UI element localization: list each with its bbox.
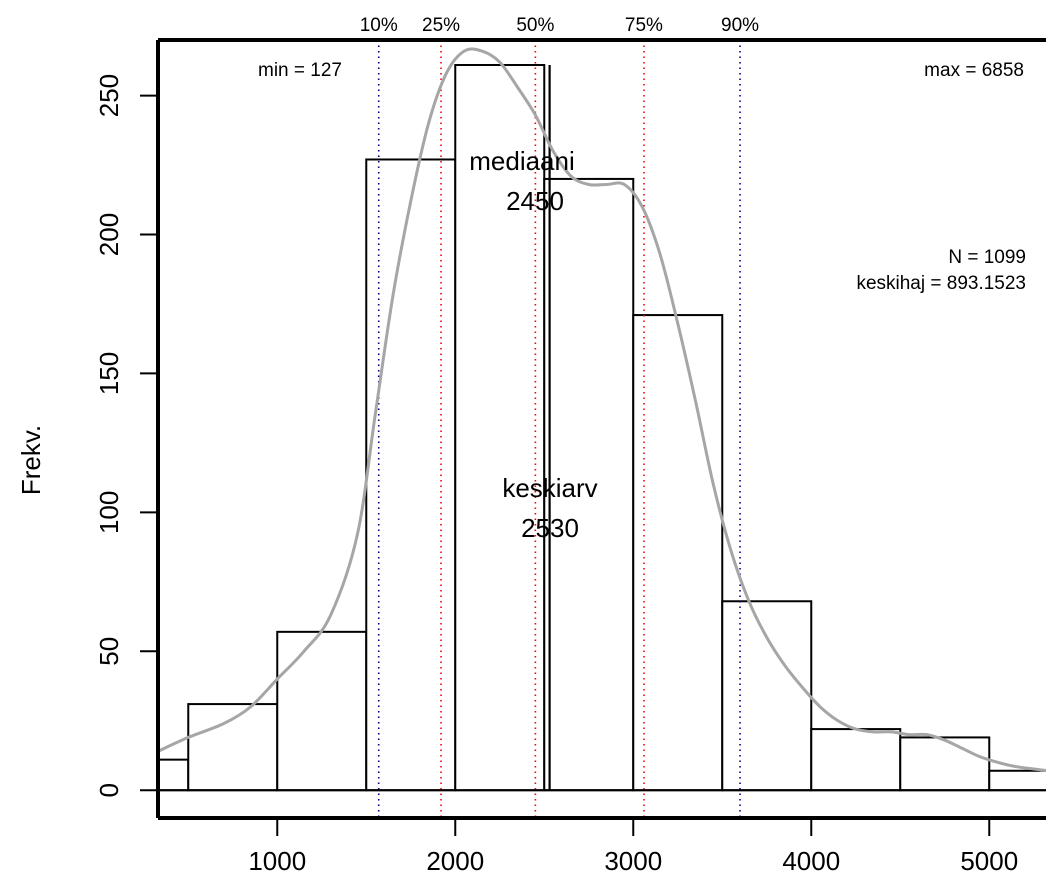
quantile-label-50pct: 50% <box>516 15 554 36</box>
sd-annotation: keskihaj = 893.1523 <box>856 273 1026 294</box>
y-tick-label-0: 0 <box>94 783 124 797</box>
y-axis-label: Frekv. <box>16 425 46 495</box>
density-curve <box>157 47 1046 773</box>
y-tick-label-150: 150 <box>94 352 124 395</box>
quantile-label-10pct: 10% <box>360 15 398 36</box>
y-tick-label-250: 250 <box>94 74 124 117</box>
quantile-label-90pct: 90% <box>721 15 759 36</box>
histogram-bar-1 <box>187 703 279 792</box>
quantile-label-25pct: 25% <box>422 15 460 36</box>
median-value: 2450 <box>506 186 564 216</box>
x-tick-label-5000: 5000 <box>960 846 1018 876</box>
histogram-bar-4 <box>454 64 546 792</box>
n-annotation: N = 1099 <box>948 247 1026 268</box>
y-tick-label-100: 100 <box>94 491 124 534</box>
y-tick-label-50: 50 <box>94 637 124 666</box>
quantile-labels: 10% 25% 50% 75% 90% <box>360 15 759 36</box>
histogram-bar-9 <box>899 736 991 792</box>
mean-value: 2530 <box>521 513 579 543</box>
y-tick-label-200: 200 <box>94 213 124 256</box>
median-label: mediaani <box>469 146 575 176</box>
min-annotation: min = 127 <box>258 60 342 81</box>
histogram-bar-2 <box>276 630 368 792</box>
histogram-bars <box>157 64 1046 792</box>
histogram-bar-3 <box>365 158 457 792</box>
x-tick-label-1000: 1000 <box>248 846 306 876</box>
max-annotation: max = 6858 <box>924 60 1024 81</box>
histogram-bar-8 <box>810 728 902 792</box>
histogram-bar-5 <box>543 177 635 792</box>
mean-label: keskiarv <box>502 473 597 503</box>
x-tick-label-3000: 3000 <box>604 846 662 876</box>
quantile-label-75pct: 75% <box>625 15 663 36</box>
histogram-bar-6 <box>632 314 724 792</box>
x-tick-label-4000: 4000 <box>782 846 840 876</box>
x-tick-label-2000: 2000 <box>426 846 484 876</box>
axes: 1000 2000 3000 4000 5000 0 50 100 150 200 250 <box>94 38 1046 876</box>
histogram-bar-7 <box>721 600 813 792</box>
density-curve-group <box>157 47 1046 773</box>
histogram-bar-0 <box>157 758 190 792</box>
histogram-bar-10 <box>988 769 1046 792</box>
